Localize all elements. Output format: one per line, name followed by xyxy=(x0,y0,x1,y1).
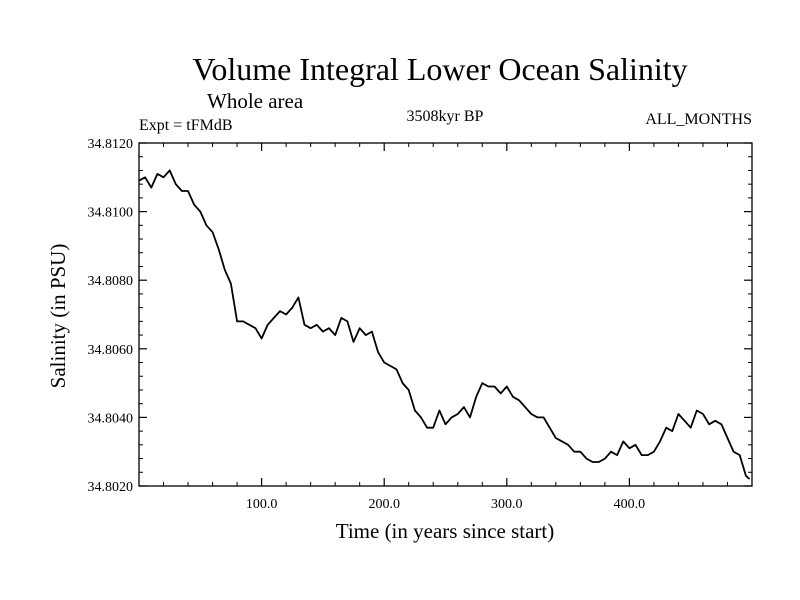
y-tick-label: 34.8100 xyxy=(88,206,134,221)
y-tick-label: 34.8060 xyxy=(88,343,134,358)
salinity-series-line xyxy=(138,169,751,480)
y-tick-label: 34.8040 xyxy=(88,411,134,426)
x-tick-label: 300.0 xyxy=(491,497,523,512)
chart-title: Volume Integral Lower Ocean Salinity xyxy=(192,51,687,87)
y-tick-label: 34.8020 xyxy=(88,480,134,495)
period-label: 3508kyr BP xyxy=(407,108,484,125)
x-tick-label: 200.0 xyxy=(368,497,400,512)
y-tick-label: 34.8120 xyxy=(88,137,134,152)
axes: 100.0 200.0 300.0 400.0 34.8020 34.8040 34.806… xyxy=(88,137,752,512)
x-axis-label: Time (in years since start) xyxy=(336,519,555,543)
data-series xyxy=(138,169,751,480)
x-tick-label: 100.0 xyxy=(246,497,278,512)
plot-frame xyxy=(138,142,753,487)
x-tick-label: 400.0 xyxy=(614,497,646,512)
y-tick-label: 34.8080 xyxy=(88,274,134,289)
chart-subtitle: Whole area xyxy=(207,89,304,113)
experiment-label: Expt = tFMdB xyxy=(139,117,232,134)
months-label: ALL_MONTHS xyxy=(645,111,752,128)
y-axis-label: Salinity (in PSU) xyxy=(46,244,70,389)
